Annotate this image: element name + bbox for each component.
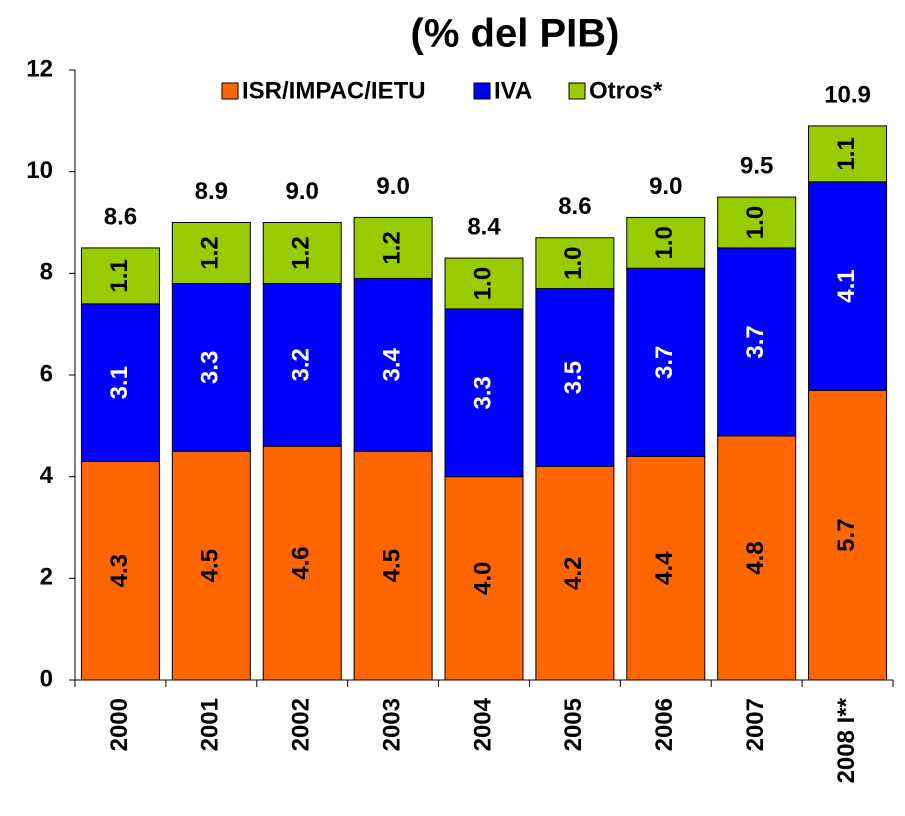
bar-value-label: 3.1 <box>106 366 133 399</box>
bar-value-label: 5.7 <box>833 518 860 551</box>
chart-title: (% del PIB) <box>411 12 620 56</box>
bar-segment <box>717 196 797 249</box>
bar-segment <box>80 303 160 462</box>
bar-segment <box>171 450 251 681</box>
x-tick-label: 2007 <box>742 698 769 751</box>
total-label: 9.0 <box>376 173 409 200</box>
legend-swatch <box>221 82 239 100</box>
y-tick-label: 4 <box>40 462 54 489</box>
bar-value-label: 1.2 <box>378 231 405 264</box>
bar-value-label: 1.0 <box>560 246 587 279</box>
total-label: 8.6 <box>558 193 591 220</box>
bar-segment <box>626 455 706 681</box>
y-tick-label: 6 <box>40 360 53 387</box>
bar-value-label: 3.5 <box>560 361 587 394</box>
bar-value-label: 3.7 <box>742 325 769 358</box>
total-label: 8.9 <box>195 178 228 205</box>
bar-segment <box>262 283 342 447</box>
x-tick-label: 2003 <box>378 698 405 751</box>
total-label: 8.6 <box>104 203 137 230</box>
bar-segment <box>444 308 524 478</box>
bar-value-label: 1.1 <box>833 137 860 170</box>
x-tick-label: 2005 <box>560 698 587 751</box>
legend-label: Otros* <box>589 77 663 104</box>
bar-segment <box>535 466 615 681</box>
bar-value-label: 4.5 <box>378 549 405 582</box>
bar-value-label: 1.2 <box>288 236 315 269</box>
bar-value-label: 4.1 <box>833 269 860 302</box>
bar-segment <box>353 277 433 452</box>
bar-segment <box>444 257 524 310</box>
total-label: 9.0 <box>286 178 319 205</box>
bar-value-label: 3.4 <box>378 348 405 382</box>
y-tick-label: 2 <box>40 564 53 591</box>
bar-segment <box>171 222 251 284</box>
bar-value-label: 4.2 <box>560 557 587 590</box>
bar-segment <box>444 476 524 681</box>
legend-swatch <box>568 82 586 100</box>
bar-segment <box>80 247 160 305</box>
bar-value-label: 4.3 <box>106 554 133 587</box>
bar-value-label: 3.3 <box>197 351 224 384</box>
legend-label: ISR/IMPAC/IETU <box>242 77 426 104</box>
bar-value-label: 1.1 <box>106 259 133 292</box>
bar-segment <box>535 237 615 290</box>
bar-value-label: 4.0 <box>469 562 496 595</box>
y-tick-label: 10 <box>26 157 53 184</box>
total-label: 9.5 <box>740 152 773 179</box>
bar-segment <box>808 125 888 183</box>
bar-value-label: 1.2 <box>197 236 224 269</box>
bar-value-label: 4.4 <box>651 551 678 585</box>
total-label: 10.9 <box>824 81 871 108</box>
bar-segment <box>353 216 433 279</box>
total-label: 8.4 <box>467 213 501 240</box>
x-tick-label: 2004 <box>469 697 496 751</box>
bar-value-label: 4.8 <box>742 541 769 574</box>
bar-segment <box>262 222 342 284</box>
bar-segment <box>171 283 251 452</box>
x-tick-label: 2000 <box>106 698 133 751</box>
bar-value-label: 1.0 <box>651 226 678 259</box>
bar-value-label: 4.5 <box>197 549 224 582</box>
bar-segment <box>808 389 888 681</box>
bar-segment <box>262 445 342 681</box>
bar-segment <box>717 435 797 681</box>
bar-value-label: 3.2 <box>288 348 315 381</box>
total-label: 9.0 <box>649 173 682 200</box>
x-tick-label: 2008 I** <box>833 697 860 783</box>
bar-segment <box>535 288 615 468</box>
y-tick-label: 0 <box>40 665 53 692</box>
legend-swatch <box>473 82 491 100</box>
bar-value-label: 4.6 <box>288 546 315 579</box>
bar-value-label: 3.7 <box>651 346 678 379</box>
bar-value-label: 1.0 <box>469 267 496 300</box>
x-tick-label: 2002 <box>288 698 315 751</box>
bar-segment <box>808 181 888 391</box>
bar-value-label: 3.3 <box>469 376 496 409</box>
bar-segment <box>626 267 706 457</box>
bar-segment <box>353 450 433 681</box>
bar-value-label: 1.0 <box>742 206 769 239</box>
bar-segment <box>717 247 797 437</box>
x-tick-label: 2006 <box>651 698 678 751</box>
x-tick-label: 2001 <box>197 698 224 751</box>
bar-segment <box>626 216 706 269</box>
legend-label: IVA <box>494 77 532 104</box>
y-tick-label: 8 <box>40 259 53 286</box>
y-tick-label: 12 <box>26 55 53 82</box>
